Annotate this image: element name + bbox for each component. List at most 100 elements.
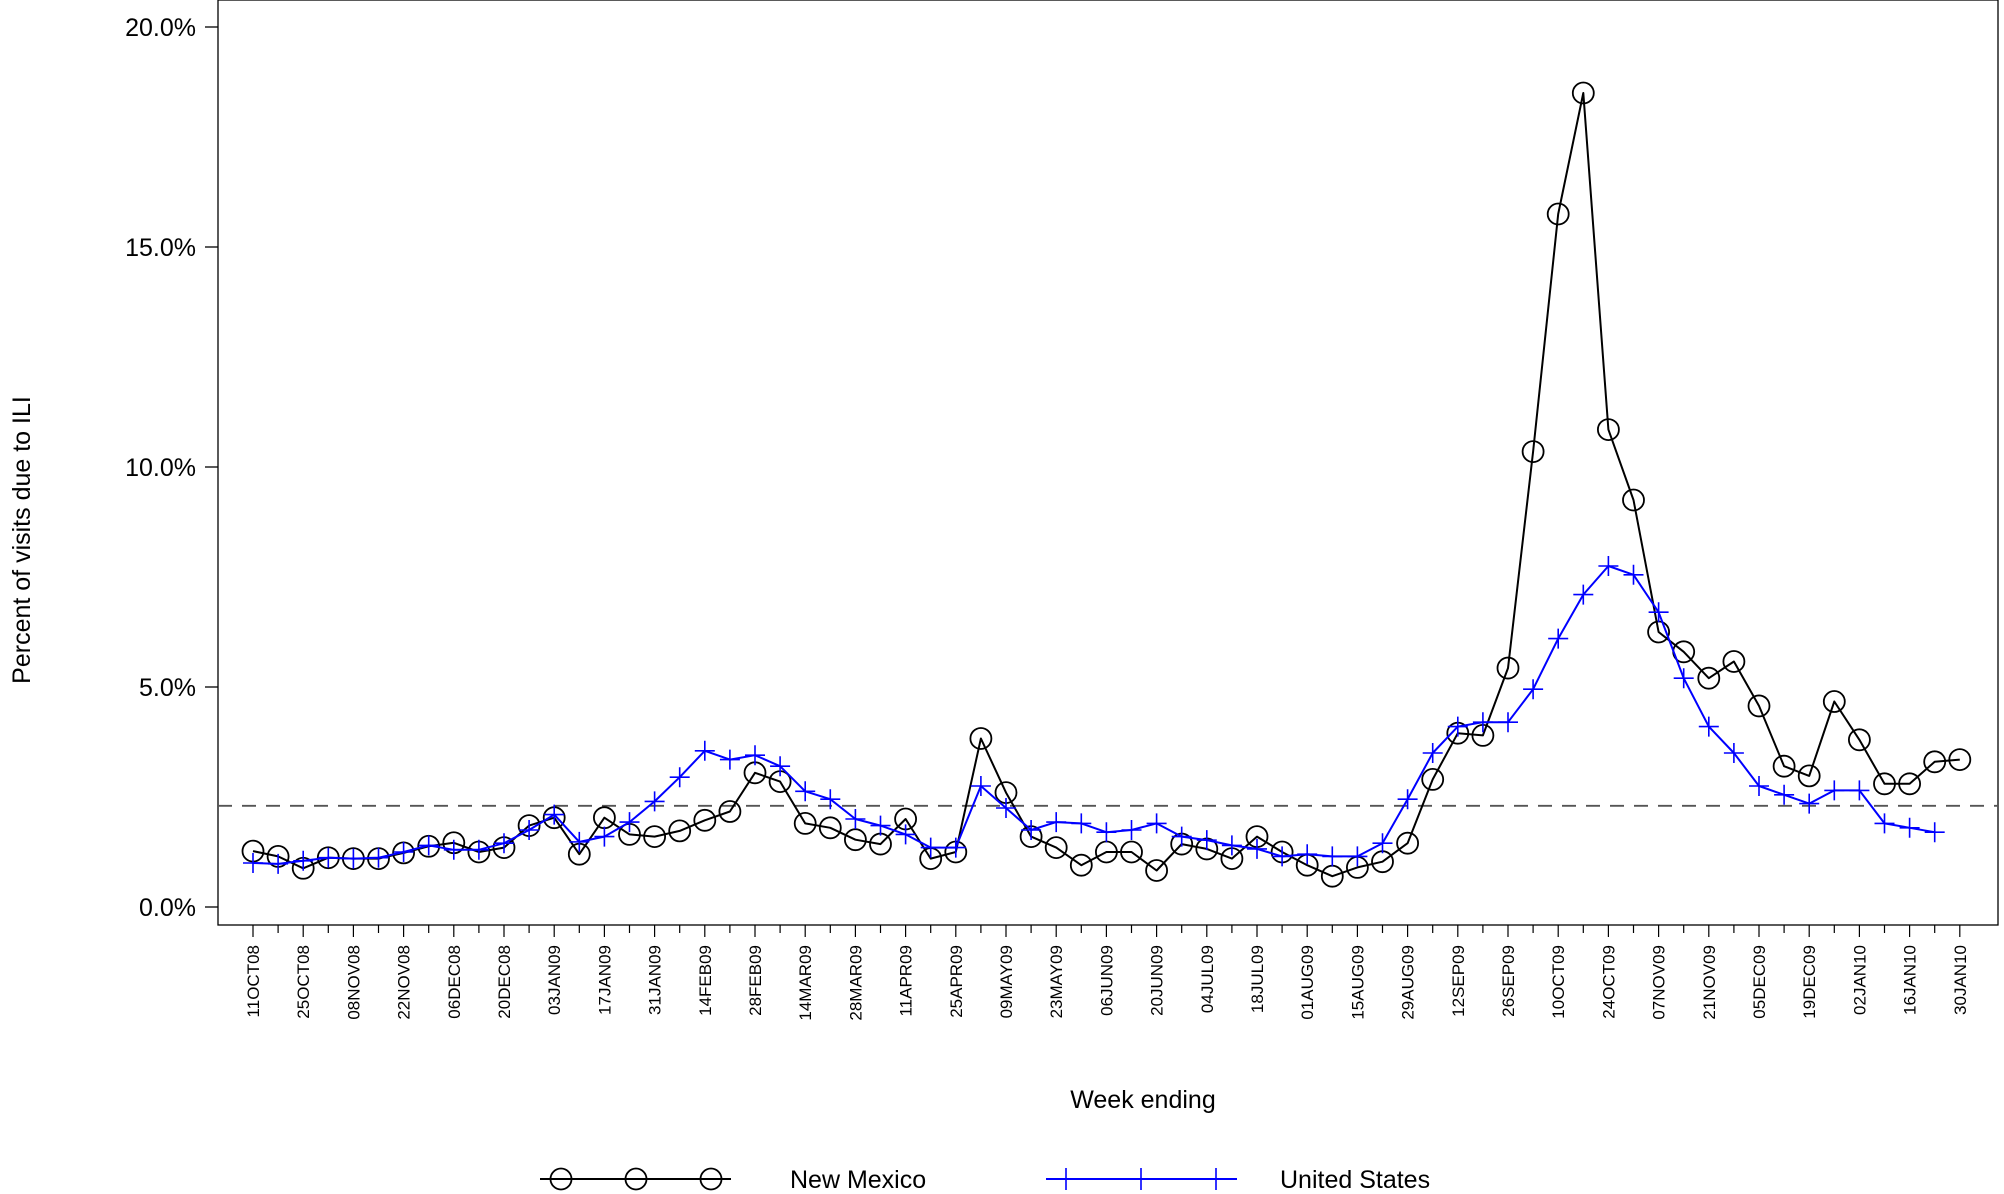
- legend-label-united-states: United States: [1280, 1166, 1430, 1194]
- data-point-new-mexico: [1069, 853, 1093, 877]
- data-point-united-states: [1498, 712, 1518, 733]
- data-point-united-states: [1272, 846, 1293, 867]
- x-tick-label: 20DEC08: [495, 945, 514, 1019]
- x-tick-label: 18JUL09: [1248, 945, 1267, 1013]
- legend-marker-circle: [624, 1167, 648, 1191]
- data-point-united-states: [1397, 789, 1418, 810]
- x-tick-label: 09MAY09: [997, 945, 1016, 1018]
- series-line-united-states: [252, 565, 1935, 865]
- data-point-united-states: [519, 820, 540, 840]
- x-tick-label: 20JUN09: [1148, 945, 1167, 1016]
- data-point-united-states: [694, 740, 715, 761]
- data-point-new-mexico: [1120, 840, 1143, 864]
- x-tick-label: 06JUN09: [1097, 945, 1116, 1016]
- data-point-united-states: [1899, 817, 1920, 838]
- series-united-states: [243, 556, 1945, 874]
- x-tick-label: 25APR09: [947, 945, 966, 1018]
- data-point-united-states: [1021, 820, 1042, 840]
- data-point-united-states: [1347, 846, 1368, 867]
- data-point-united-states: [293, 850, 314, 871]
- data-point-united-states: [318, 847, 339, 868]
- y-axis-label: Percent of visits due to ILI: [8, 396, 36, 684]
- data-point-new-mexico: [1571, 81, 1595, 105]
- data-point-united-states: [268, 853, 289, 874]
- data-point-united-states: [820, 789, 841, 810]
- data-point-united-states: [1924, 822, 1945, 843]
- x-tick-label: 22NOV08: [395, 945, 414, 1020]
- data-point-united-states: [544, 804, 565, 825]
- data-point-united-states: [719, 749, 740, 770]
- data-point-united-states: [1623, 564, 1644, 585]
- data-point-united-states: [795, 781, 816, 802]
- data-point-new-mexico: [1044, 836, 1068, 859]
- data-point-united-states: [343, 848, 364, 869]
- plot-frame: [217, 0, 1999, 926]
- data-point-united-states: [920, 837, 941, 858]
- series-line-new-mexico: [252, 92, 1960, 878]
- data-point-united-states: [243, 853, 263, 873]
- data-point-new-mexico: [1898, 772, 1921, 796]
- data-point-united-states: [1046, 812, 1067, 833]
- data-point-united-states: [1297, 844, 1318, 865]
- data-point-united-states: [1322, 846, 1343, 867]
- data-point-united-states: [594, 826, 615, 847]
- x-tick-label: 15AUG09: [1348, 945, 1367, 1020]
- data-point-united-states: [1071, 813, 1092, 834]
- data-point-united-states: [945, 837, 966, 858]
- data-point-united-states: [669, 767, 690, 788]
- data-point-united-states: [1598, 556, 1619, 576]
- data-point-new-mexico: [1622, 488, 1645, 512]
- data-point-new-mexico: [1396, 831, 1419, 855]
- x-tick-label: 12SEP09: [1449, 945, 1468, 1017]
- data-point-new-mexico: [668, 819, 692, 843]
- data-point-new-mexico: [844, 828, 867, 852]
- x-tick-label: 21NOV09: [1700, 945, 1719, 1020]
- data-point-united-states: [1422, 743, 1443, 763]
- data-point-united-states: [1121, 820, 1142, 840]
- x-axis: 11OCT08 25OCT08 08NOV08 22NOV08 06DEC08 20DEC…: [244, 925, 1970, 1021]
- data-point-new-mexico: [1822, 690, 1846, 713]
- data-point-new-mexico: [793, 812, 817, 835]
- data-point-united-states: [368, 847, 389, 868]
- data-point-new-mexico: [1421, 768, 1445, 791]
- x-tick-label: 05DEC09: [1750, 945, 1769, 1019]
- data-point-united-states: [996, 798, 1016, 818]
- data-point-new-mexico: [643, 825, 666, 848]
- x-tick-label: 14MAR09: [796, 945, 815, 1021]
- data-point-united-states: [1548, 628, 1569, 649]
- data-point-united-states: [619, 812, 640, 833]
- data-point-new-mexico: [969, 727, 993, 750]
- x-tick-label: 07NOV09: [1650, 945, 1669, 1020]
- x-tick-label: 28FEB09: [746, 945, 765, 1016]
- x-tick-label: 26SEP09: [1499, 945, 1518, 1017]
- data-point-united-states: [1824, 780, 1845, 801]
- x-tick-label: 06DEC08: [445, 945, 464, 1019]
- data-point-new-mexico: [818, 816, 842, 840]
- data-point-new-mexico: [1772, 754, 1796, 778]
- legend-marker-circle: [699, 1167, 723, 1191]
- x-tick-label: 28MAR09: [846, 945, 865, 1021]
- data-point-united-states: [870, 815, 891, 836]
- data-point-united-states: [1648, 602, 1669, 623]
- data-point-new-mexico: [1848, 728, 1871, 752]
- legend-marker-circle: [549, 1167, 573, 1191]
- data-point-united-states: [1698, 716, 1719, 737]
- x-tick-label: 31JAN09: [646, 945, 665, 1015]
- data-point-new-mexico: [1948, 748, 1972, 771]
- x-tick-label: 25OCT08: [294, 945, 313, 1019]
- data-point-united-states: [1372, 833, 1393, 854]
- data-point-united-states: [1447, 716, 1468, 737]
- y-axis: 0.0% 5.0% 10.0% 15.0% 20.0%: [125, 14, 218, 922]
- x-tick-label: 23MAY09: [1047, 945, 1066, 1018]
- x-tick-label: 11OCT08: [244, 945, 263, 1017]
- data-point-united-states: [1096, 822, 1117, 843]
- data-point-new-mexico: [1145, 859, 1168, 882]
- data-point-united-states: [418, 835, 439, 856]
- data-point-united-states: [895, 824, 916, 845]
- data-point-new-mexico: [1521, 440, 1545, 464]
- data-point-united-states: [1247, 838, 1267, 859]
- data-point-united-states: [1146, 813, 1167, 834]
- x-axis-label: Week ending: [1070, 1086, 1215, 1114]
- x-tick-label: 29AUG09: [1399, 945, 1418, 1020]
